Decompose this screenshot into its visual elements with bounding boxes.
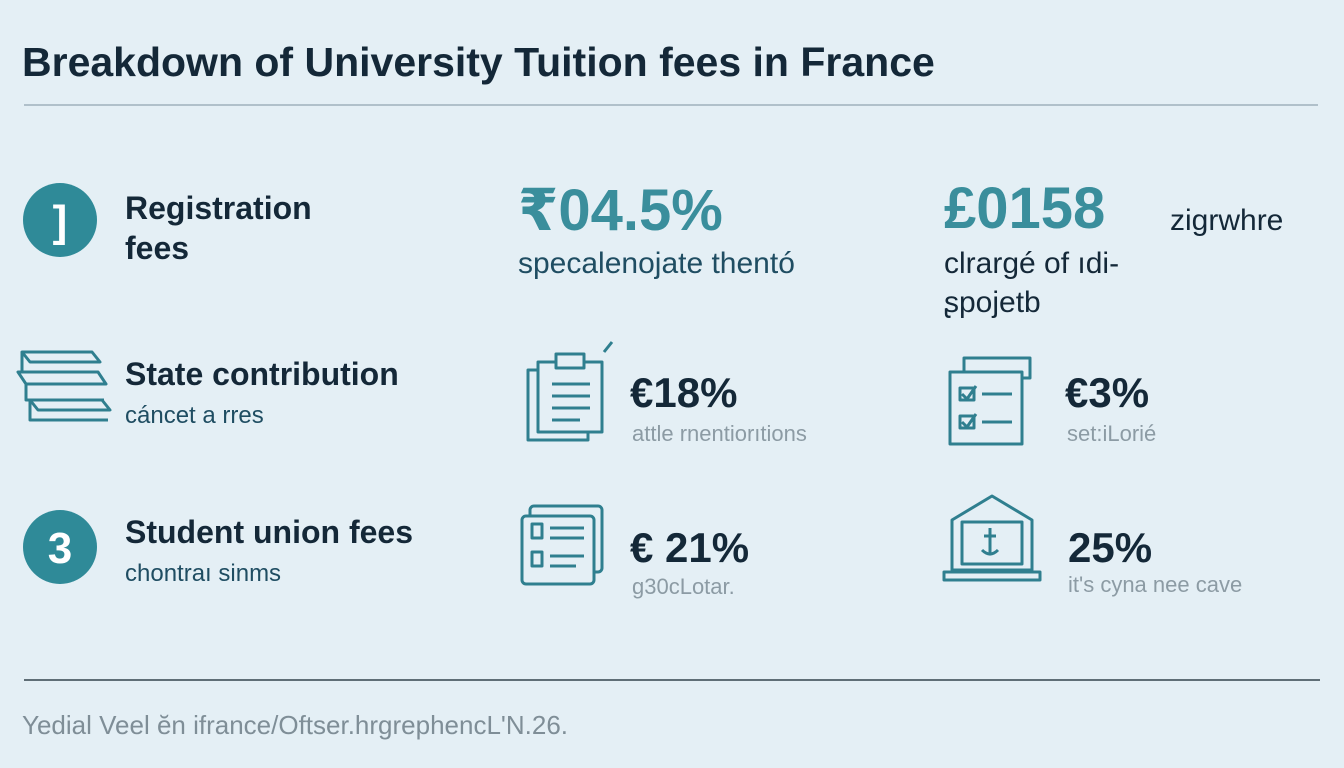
row-label: State contribution [125,356,399,392]
row-subtitle: chontraı sinms [125,560,281,587]
stat-caption: set:iLorié [1067,421,1156,446]
badge-text: ] [53,197,68,246]
row-label: Student union fees [125,514,413,550]
title: Breakdown of University Tuition fees in … [22,39,935,85]
stat-value: € 21% [630,524,749,571]
row-label: fees [125,230,189,266]
stat-value: ₹04.5% [518,178,723,243]
books-icon [16,350,112,422]
badge [23,510,97,584]
checklist-icon [948,356,1032,446]
stat-caption: clrargé of ıdi- [944,247,1119,280]
stat-value: £0158 [944,176,1105,241]
laptop-icon [942,494,1042,582]
stat-caption: g30cLotar. [632,574,735,599]
document-icon [526,341,614,442]
row-label: Registration [125,190,312,226]
stat-value: €18% [630,369,737,416]
stat-caption: attle rnentiorıtions [632,421,807,446]
row-subtitle: cáncet a rres [125,402,264,429]
stat-caption: it's cyna nee cave [1068,572,1242,597]
stat-caption: specalenojate thentó [518,247,795,280]
badge-text: 3 [48,524,72,573]
stat-caption: ʂpojetb [944,286,1041,319]
form-icon [520,504,604,586]
badge [23,183,97,257]
footer-text: Yedial Veel ĕn ifrance/Oftser.hrgrephenc… [22,710,568,740]
stat-note: zigrwhre [1170,204,1283,237]
stat-value: 25% [1068,524,1152,571]
stat-value: €3% [1065,369,1149,416]
